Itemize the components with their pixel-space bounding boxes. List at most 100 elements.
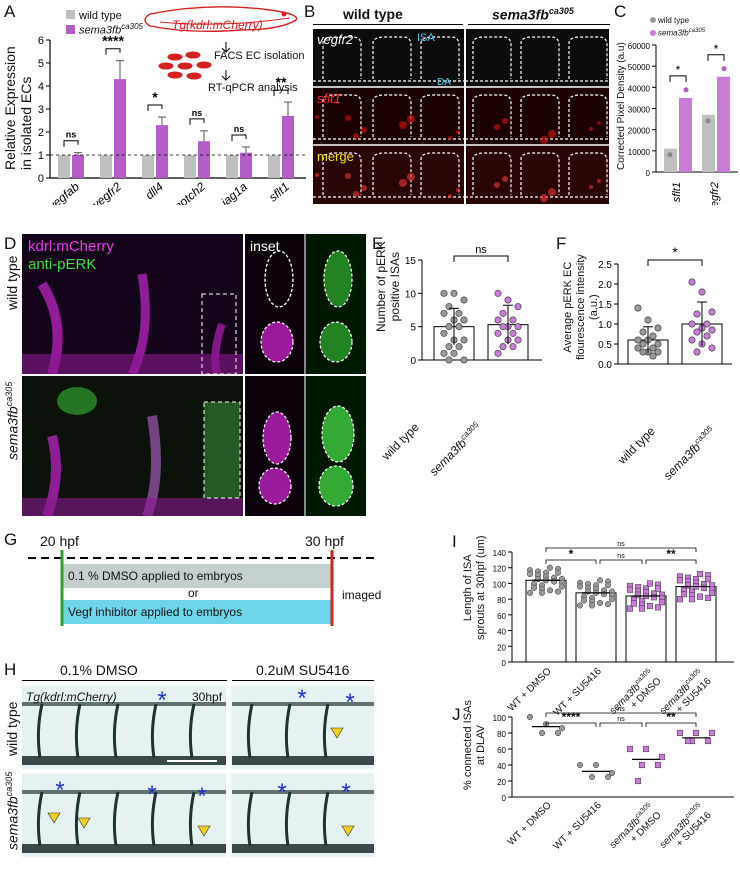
h-da-2 <box>22 844 226 853</box>
f-point-0-9 <box>649 344 657 352</box>
f-bracket <box>647 259 703 266</box>
h-isa-2-1 <box>74 791 82 847</box>
f-point-0-13 <box>639 348 647 356</box>
h-arrowhead-2-0 <box>47 812 61 824</box>
b-signal-2-9 <box>448 194 452 198</box>
h-isa-2-4 <box>188 791 196 847</box>
panel-c-chart: 0 10000 20000 30000 40000 50000 60000 * sflt1 * v… <box>628 42 738 205</box>
panel-e-xlabel-mut: sema3fbca305 <box>410 420 484 494</box>
panel-h-micrographs: * * * * * * * * <box>22 686 374 857</box>
i-point-3-20 <box>708 589 716 596</box>
e-point-1-14 <box>509 343 517 351</box>
i-sig-1: ns <box>617 553 625 560</box>
i-point-3-21 <box>688 596 696 603</box>
a-sig-vegfab: ns <box>66 130 77 140</box>
schematic-step-qpcr: RT-qPCR analysis <box>208 82 298 94</box>
c-bar-wt-sflt1 <box>664 148 677 172</box>
legend-wt-label: wild type <box>79 10 122 22</box>
f-ytick-label-1: 0.5 <box>598 340 612 351</box>
i-point-1-18 <box>576 583 584 590</box>
j-point-1-0 <box>576 761 584 769</box>
a-bar-mut-vegfab <box>72 155 84 178</box>
j-bracket-1 <box>599 722 643 727</box>
h-isa-1-2 <box>322 703 330 759</box>
i-point-2-16 <box>630 600 638 607</box>
i-point-0-17 <box>546 564 554 571</box>
i-bracket-0 <box>545 559 597 564</box>
e-point-1-10 <box>494 329 502 337</box>
panel-e-ylabel-2: positive ISAs <box>388 251 402 322</box>
panel-d-channel-perk: anti-pERK <box>28 256 97 273</box>
h-isa-2-0 <box>36 791 44 847</box>
f-point-1-0 <box>688 278 696 286</box>
i-point-1-21 <box>588 602 596 609</box>
h-asterisk-2-0: * <box>55 777 64 804</box>
legend-mut-allele: ca305 <box>121 22 143 31</box>
a-bar-mut-dll4 <box>156 125 168 178</box>
panel-f-ylabel-1: Average pERK EC <box>562 261 574 353</box>
panel-e-xlabel-mut-name: sema3fb <box>426 436 470 479</box>
arrow-down-icon <box>221 42 231 53</box>
c-ytick-label-3: 30000 <box>628 106 651 115</box>
legend-a: wild type sema3fbca305 <box>66 10 143 37</box>
h-isa-0-1 <box>74 703 82 759</box>
i-point-1-17 <box>596 577 604 584</box>
i-point-1-22 <box>604 582 612 589</box>
c-bar-mut-sflt1 <box>679 97 692 172</box>
c-ytick-label-4: 40000 <box>628 84 651 93</box>
panel-b-col-wt: wild type <box>343 6 403 22</box>
f-ytick-label-5: 2.5 <box>598 260 612 271</box>
panel-e-xlabel-wt: wild type <box>378 420 422 463</box>
i-point-2-21 <box>638 605 646 612</box>
c-sig-sflt1: * <box>676 63 681 77</box>
i-point-3-16 <box>680 591 688 598</box>
zebrafish-outline <box>144 6 298 33</box>
i-ytick-label-3: 60 <box>497 612 506 621</box>
b-signal-1-8 <box>399 121 407 129</box>
a-xlabel-vegfr2: vegfr2 <box>89 179 124 205</box>
panel-e-chart: 0 5 10 15 ns <box>405 244 542 367</box>
i-point-0-18 <box>526 570 534 578</box>
panel-label-b: B <box>304 2 316 21</box>
panel-a-ylabel-1: Relative Expression <box>2 46 18 170</box>
h-isa-2-2 <box>112 791 120 847</box>
j-point-3-0 <box>676 729 684 737</box>
c-ytick-label-0: 0 <box>646 169 651 178</box>
j-point-2-1 <box>642 745 650 753</box>
e-ytick-label-0: 0 <box>410 356 416 367</box>
panel-h-row-mut-name: sema3fb <box>4 796 21 850</box>
panel-d-row-wt: wild type <box>4 255 20 310</box>
h-asterisk-2-1: * <box>147 781 156 808</box>
f-point-0-7 <box>654 340 662 348</box>
panel-e-ylabel: Number of pERK positive ISAs <box>374 241 402 332</box>
legend-c: wild type sema3fbca305 <box>650 16 705 39</box>
j-bracket-0 <box>545 722 597 727</box>
f-ytick-label-2: 1.0 <box>598 320 612 331</box>
i-point-1-8 <box>596 599 604 606</box>
panel-i-ylabel-2: sprouts at 30hpf (um) <box>475 535 487 640</box>
a-bar-wt-dll4 <box>142 155 154 178</box>
panel-h-row-wt: wild type <box>4 701 20 756</box>
a-bracket-notch2 <box>189 118 205 125</box>
f-sig: * <box>672 244 678 260</box>
f-ytick-label-0: 0.0 <box>598 360 612 371</box>
e-ytick-label-3: 15 <box>405 256 417 267</box>
e-sig: ns <box>475 244 487 256</box>
panel-e-xlabel-mut-allele: ca305 <box>458 420 481 442</box>
h-asterisk-3-0: * <box>277 779 286 806</box>
h-isa-0-3 <box>150 703 158 759</box>
j-point-2-4 <box>654 761 662 769</box>
j-sig-1: ns <box>617 716 625 723</box>
i-ytick-label-4: 80 <box>497 596 506 605</box>
panel-h-stage: 30hpf <box>192 690 223 704</box>
h-isa-1-0 <box>246 703 254 759</box>
j-ytick-label-1: 20 <box>497 778 506 787</box>
f-point-1-1 <box>698 288 706 296</box>
a-xlabel-notch2: notch2 <box>171 179 208 205</box>
panel-g-timeline <box>28 550 376 626</box>
e-point-1-7 <box>514 323 522 331</box>
b-signal-1-7 <box>353 133 359 139</box>
h-dlav-3 <box>232 790 374 794</box>
e-ytick-label-2: 10 <box>405 289 417 300</box>
e-point-0-12 <box>460 336 468 344</box>
